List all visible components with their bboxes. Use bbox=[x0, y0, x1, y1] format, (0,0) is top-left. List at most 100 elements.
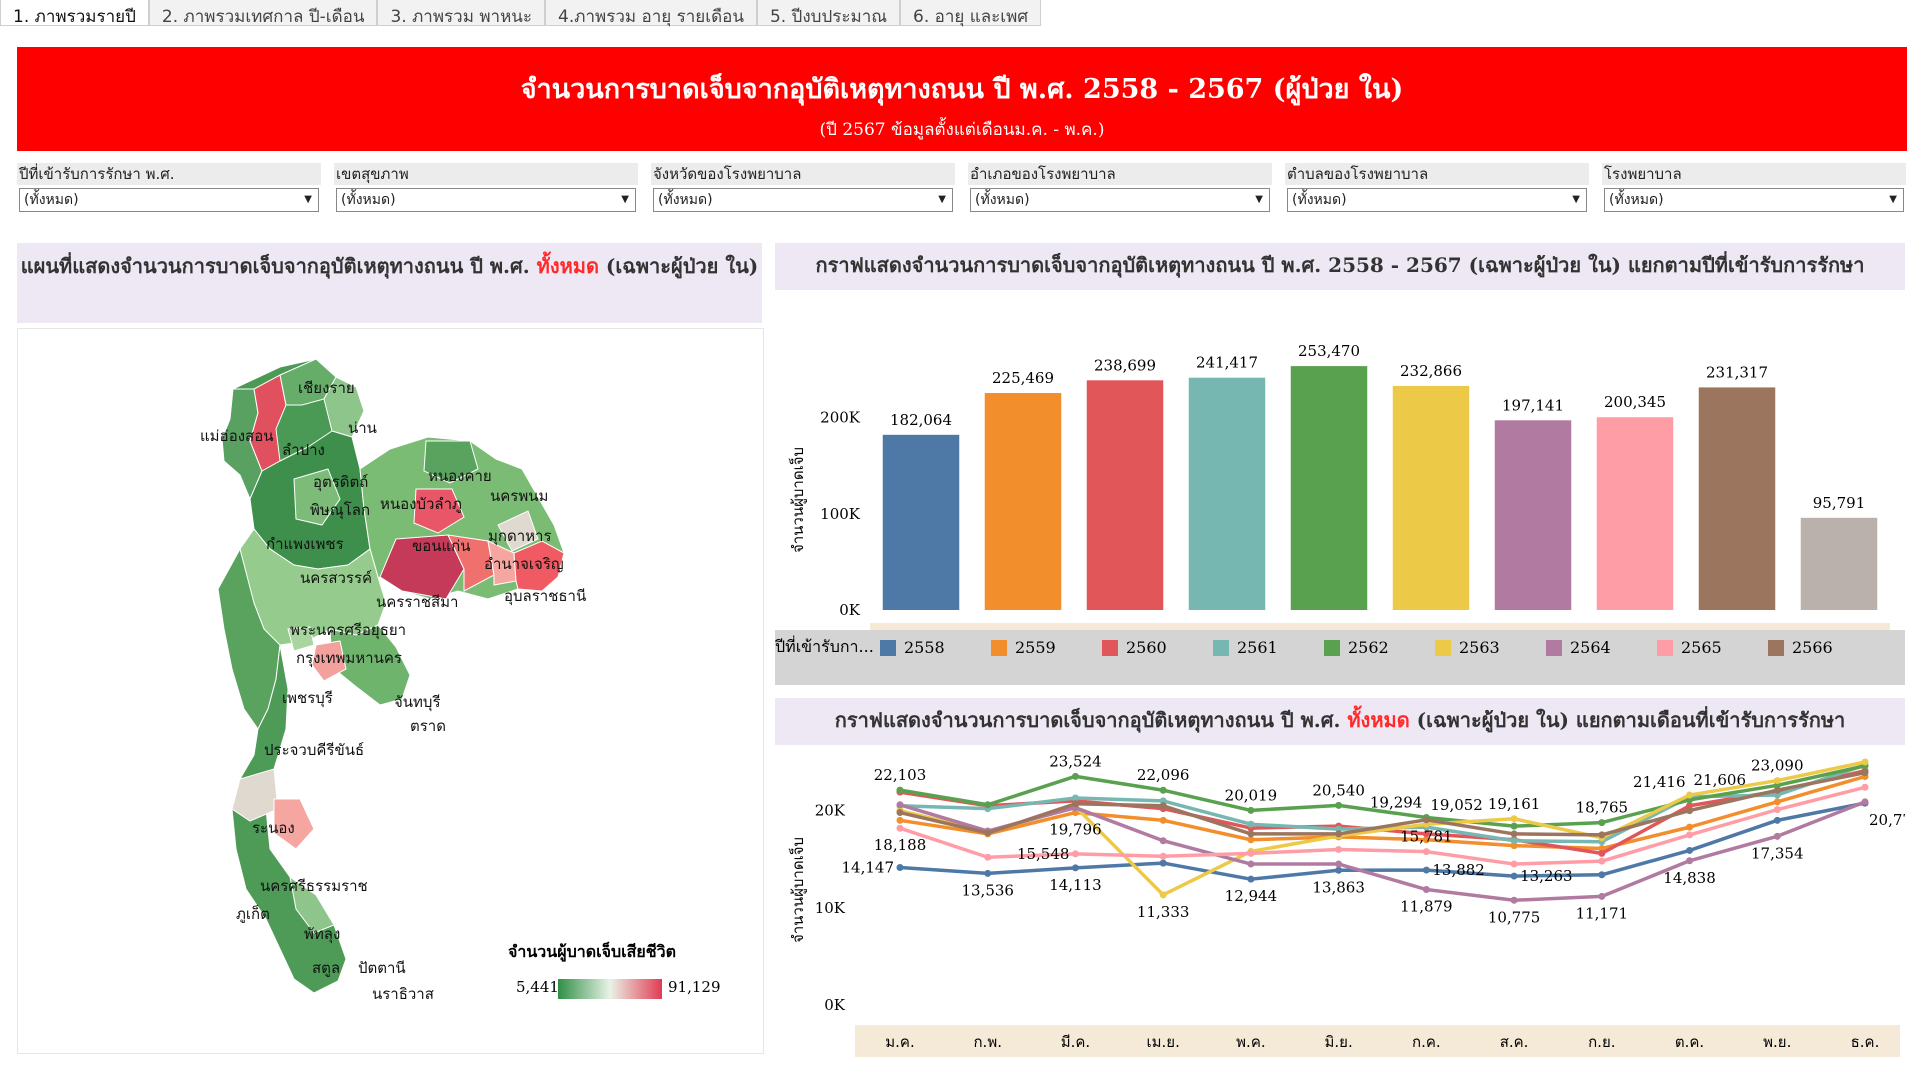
line-point-2565[interactable] bbox=[896, 824, 904, 832]
map-region-udon[interactable] bbox=[423, 440, 479, 484]
filter-district-select[interactable]: (ทั้งหมด) ▼ bbox=[970, 188, 1270, 212]
line-point-2558[interactable] bbox=[1422, 866, 1430, 874]
map-region-east[interactable] bbox=[329, 624, 411, 706]
line-point-2564[interactable] bbox=[1335, 860, 1343, 868]
map-region-surat-thani[interactable] bbox=[231, 768, 279, 822]
map-region-amnat[interactable] bbox=[497, 510, 539, 552]
line-point-2566[interactable] bbox=[1598, 831, 1606, 839]
map-region-sukhothai[interactable] bbox=[293, 468, 341, 526]
legend-label-2565[interactable]: 2565 bbox=[1681, 638, 1722, 657]
line-point-2564[interactable] bbox=[1598, 892, 1606, 900]
line-series-2558[interactable] bbox=[899, 801, 1866, 881]
line-point-2558[interactable] bbox=[896, 863, 904, 871]
legend-label-2562[interactable]: 2562 bbox=[1348, 638, 1389, 657]
line-point-2559[interactable] bbox=[1598, 845, 1606, 853]
bar-2563[interactable] bbox=[1392, 385, 1470, 610]
line-point-2560[interactable] bbox=[1598, 849, 1606, 857]
bar-2560[interactable] bbox=[1086, 380, 1164, 610]
line-point-2563[interactable] bbox=[1159, 891, 1167, 899]
line-point-2566[interactable] bbox=[896, 809, 904, 817]
legend-label-2560[interactable]: 2560 bbox=[1126, 638, 1167, 657]
line-series-2564[interactable] bbox=[899, 800, 1866, 903]
line-series-2565[interactable] bbox=[899, 785, 1866, 866]
legend-label-2566[interactable]: 2566 bbox=[1792, 638, 1833, 657]
line-point-2564[interactable] bbox=[1510, 896, 1518, 904]
bar-2562[interactable] bbox=[1290, 366, 1368, 610]
legend-label-2564[interactable]: 2564 bbox=[1570, 638, 1611, 657]
map-region-chonburi[interactable] bbox=[311, 640, 347, 682]
line-series-2559[interactable] bbox=[899, 774, 1866, 851]
line-point-2565[interactable] bbox=[1247, 849, 1255, 857]
map-region-ubon[interactable] bbox=[513, 540, 565, 592]
line-point-2564[interactable] bbox=[1422, 886, 1430, 894]
legend-label-2563[interactable]: 2563 bbox=[1459, 638, 1500, 657]
line-point-2566[interactable] bbox=[1422, 816, 1430, 824]
line-point-2566[interactable] bbox=[1773, 786, 1781, 794]
line-point-2558[interactable] bbox=[984, 869, 992, 877]
line-point-2562[interactable] bbox=[984, 801, 992, 809]
legend-label-2559[interactable]: 2559 bbox=[1015, 638, 1056, 657]
line-point-2565[interactable] bbox=[1422, 848, 1430, 856]
line-point-2562[interactable] bbox=[1247, 806, 1255, 814]
bar-2567[interactable] bbox=[1800, 517, 1878, 610]
line-point-2561[interactable] bbox=[1335, 825, 1343, 833]
filter-hospital-select[interactable]: (ทั้งหมด) ▼ bbox=[1604, 188, 1904, 212]
tab-age-gender[interactable]: 6. อายุ และเพศ bbox=[900, 0, 1042, 27]
map-region-nakhon-si-thammarat[interactable] bbox=[273, 798, 315, 850]
tab-age-monthly[interactable]: 4.ภาพรวม อายุ รายเดือน bbox=[545, 0, 757, 27]
line-point-2558[interactable] bbox=[1247, 875, 1255, 883]
tab-fiscal-year[interactable]: 5. ปีงบประมาณ bbox=[756, 0, 901, 27]
line-point-2563[interactable] bbox=[1861, 758, 1869, 766]
line-point-2565[interactable] bbox=[1861, 783, 1869, 791]
line-series-2566[interactable] bbox=[899, 770, 1866, 837]
line-point-2558[interactable] bbox=[1510, 872, 1518, 880]
line-point-2558[interactable] bbox=[1335, 866, 1343, 874]
line-point-2566[interactable] bbox=[1335, 830, 1343, 838]
line-point-2559[interactable] bbox=[1686, 823, 1694, 831]
line-point-2560[interactable] bbox=[1422, 830, 1430, 838]
line-point-2565[interactable] bbox=[984, 853, 992, 861]
line-point-2566[interactable] bbox=[1159, 802, 1167, 810]
line-point-2564[interactable] bbox=[1686, 857, 1694, 865]
map-region-sisaket[interactable] bbox=[487, 540, 517, 586]
line-point-2558[interactable] bbox=[1773, 816, 1781, 824]
bar-2564[interactable] bbox=[1494, 420, 1572, 610]
line-point-2559[interactable] bbox=[1422, 836, 1430, 844]
line-point-2561[interactable] bbox=[1773, 791, 1781, 799]
line-point-2562[interactable] bbox=[1159, 786, 1167, 794]
line-point-2558[interactable] bbox=[1071, 864, 1079, 872]
line-point-2559[interactable] bbox=[896, 816, 904, 824]
line-point-2566[interactable] bbox=[1510, 830, 1518, 838]
line-point-2558[interactable] bbox=[1686, 846, 1694, 854]
line-point-2562[interactable] bbox=[1686, 796, 1694, 804]
bar-2559[interactable] bbox=[984, 393, 1062, 610]
line-point-2563[interactable] bbox=[1510, 815, 1518, 823]
line-point-2566[interactable] bbox=[1247, 830, 1255, 838]
filter-subdistrict-select[interactable]: (ทั้งหมด) ▼ bbox=[1287, 188, 1587, 212]
legend-label-2561[interactable]: 2561 bbox=[1237, 638, 1278, 657]
line-point-2563[interactable] bbox=[1773, 777, 1781, 785]
line-point-2565[interactable] bbox=[1773, 806, 1781, 814]
bar-2566[interactable] bbox=[1698, 387, 1776, 610]
map-region-khon-kaen[interactable] bbox=[413, 488, 465, 534]
legend-label-2558[interactable]: 2558 bbox=[904, 638, 945, 657]
bar-2558[interactable] bbox=[882, 434, 960, 610]
line-series-2562[interactable] bbox=[899, 764, 1866, 828]
map-region-bangkok[interactable] bbox=[287, 626, 315, 652]
line-point-2566[interactable] bbox=[1861, 769, 1869, 777]
line-point-2561[interactable] bbox=[1071, 794, 1079, 802]
line-point-2565[interactable] bbox=[1686, 831, 1694, 839]
line-point-2561[interactable] bbox=[1159, 797, 1167, 805]
line-point-2566[interactable] bbox=[984, 829, 992, 837]
bar-2565[interactable] bbox=[1596, 417, 1674, 610]
line-point-2564[interactable] bbox=[1773, 832, 1781, 840]
line-point-2559[interactable] bbox=[1159, 816, 1167, 824]
map-region-buriram-surin[interactable] bbox=[447, 534, 495, 592]
line-point-2564[interactable] bbox=[896, 801, 904, 809]
map-region-songkhla[interactable] bbox=[289, 875, 335, 934]
line-point-2562[interactable] bbox=[1071, 772, 1079, 780]
line-point-2562[interactable] bbox=[1510, 822, 1518, 830]
line-point-2565[interactable] bbox=[1335, 845, 1343, 853]
line-point-2562[interactable] bbox=[1598, 819, 1606, 827]
line-point-2565[interactable] bbox=[1071, 850, 1079, 858]
